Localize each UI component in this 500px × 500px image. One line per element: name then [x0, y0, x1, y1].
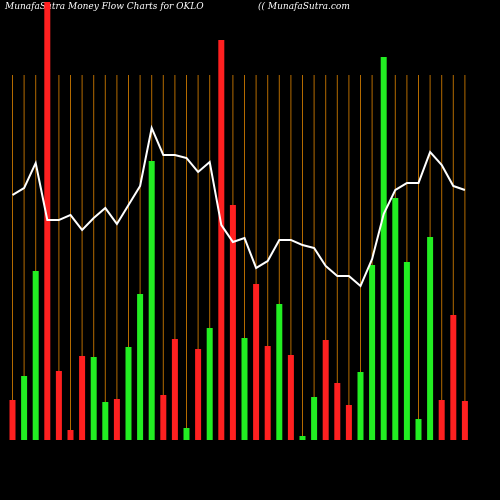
bar	[206, 328, 213, 440]
chart-title: MunafaSutra Money Flow Charts for OKLO	[4, 2, 204, 12]
bar	[9, 400, 16, 440]
bar	[264, 346, 271, 440]
bar	[345, 405, 352, 440]
bar	[311, 397, 318, 440]
bar	[450, 315, 457, 440]
bar	[357, 372, 364, 440]
bar	[102, 402, 109, 440]
bar	[90, 357, 97, 440]
bar	[195, 349, 202, 440]
bar	[55, 371, 62, 440]
bar	[253, 284, 260, 440]
bar	[137, 294, 144, 440]
bar	[241, 338, 248, 440]
bar	[171, 339, 178, 440]
bar	[67, 430, 74, 440]
bar	[403, 262, 410, 440]
bar	[415, 419, 422, 440]
bar	[32, 271, 39, 440]
bar	[322, 340, 329, 440]
bar	[334, 383, 341, 440]
bar	[427, 237, 434, 440]
bar	[113, 399, 120, 440]
bar	[287, 355, 294, 440]
bar	[369, 265, 376, 440]
bar	[183, 428, 190, 440]
bar	[392, 198, 399, 440]
bar	[229, 205, 236, 440]
bar	[461, 401, 468, 440]
bar	[276, 304, 283, 440]
bar	[299, 436, 306, 440]
bar	[21, 376, 28, 440]
bar	[160, 395, 167, 440]
flow-line	[11, 124, 466, 288]
chart-subtitle: (( MunafaSutra.com	[258, 1, 350, 12]
bar	[218, 40, 225, 440]
bar	[125, 347, 132, 440]
bar	[79, 356, 86, 440]
bar	[438, 400, 445, 440]
bar	[148, 161, 155, 440]
bar	[380, 57, 387, 440]
